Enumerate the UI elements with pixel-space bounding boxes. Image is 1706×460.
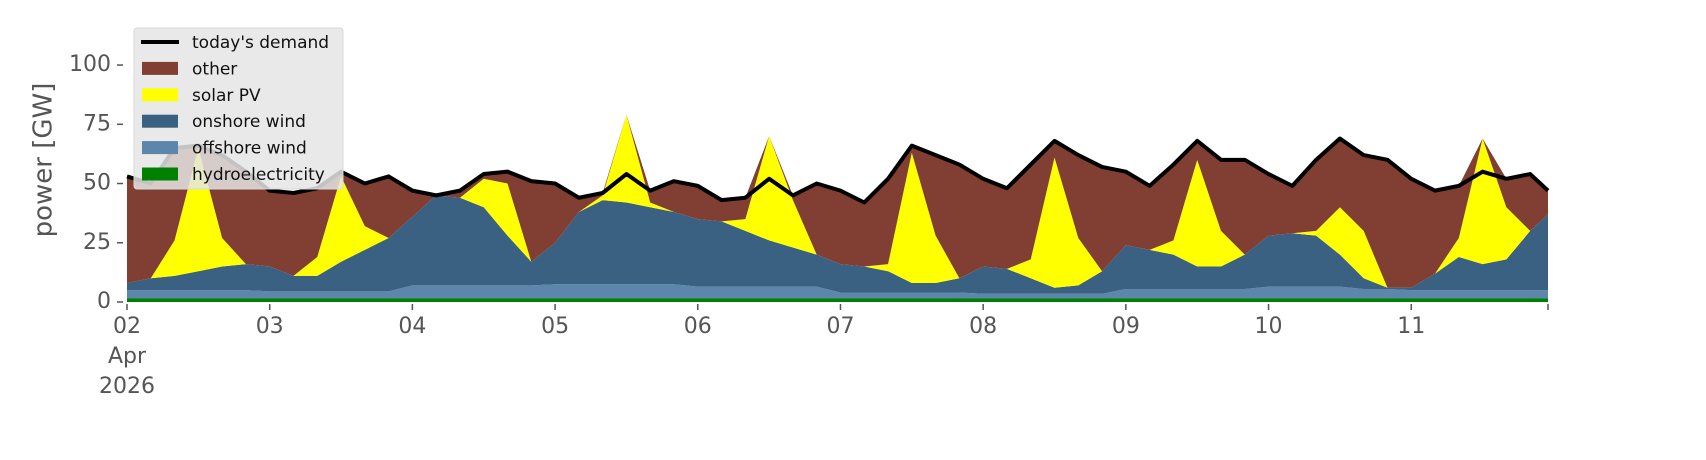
area [127, 195, 1548, 294]
x-tick-label: 05 [541, 314, 570, 339]
legend-label: today's demand [192, 33, 329, 53]
legend-swatch [142, 141, 178, 155]
x-tick-label: 03 [255, 314, 284, 339]
x-tick-label: 07 [826, 314, 855, 339]
y-tick-label: 100 [69, 52, 111, 77]
x-tick-label: 11 [1397, 314, 1426, 339]
legend-label: hydroelectricity [192, 165, 325, 185]
legend-swatch [142, 88, 178, 102]
legend-label: other [192, 59, 237, 79]
x-tick-label: 06 [683, 314, 712, 339]
legend-box [133, 27, 344, 190]
legend-swatch [142, 61, 178, 75]
legend-label: onshore wind [192, 112, 306, 132]
y-tick-label: 50 [83, 171, 111, 196]
legend-swatch [142, 167, 178, 181]
demand-line [126, 136, 1550, 205]
x-tick-label: 02 Apr 2026 [99, 314, 155, 399]
x-tick-label: 08 [969, 314, 998, 339]
area [127, 114, 1548, 288]
area [127, 284, 1548, 299]
y-tick-label: 25 [83, 230, 111, 255]
x-tick-label: 04 [398, 314, 427, 339]
legend-label: offshore wind [192, 139, 307, 159]
legend-swatch [142, 114, 178, 128]
y-tick-label: 75 [83, 111, 111, 136]
legend: today's demand other solar PV onshore wind o… [133, 27, 344, 190]
y-axis-label: power [GW] [29, 83, 59, 238]
area [127, 114, 1548, 288]
x-tick-label: 10 [1254, 314, 1283, 339]
legend-label: solar PV [192, 86, 261, 106]
y-tick-label: 0 [97, 289, 111, 314]
area [127, 298, 1548, 302]
x-tick-label: 09 [1111, 314, 1140, 339]
